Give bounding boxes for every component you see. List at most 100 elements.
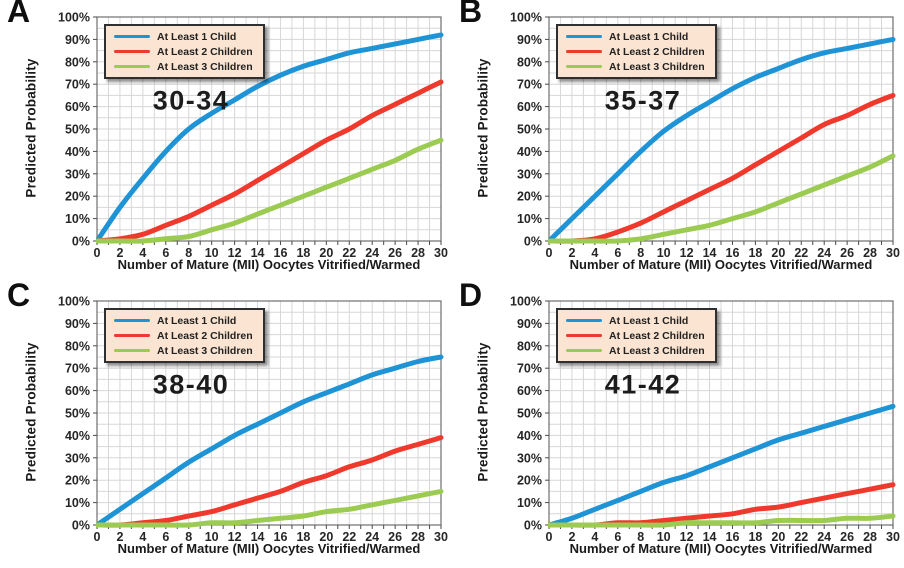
svg-text:60%: 60% (517, 100, 542, 114)
legend-line-icon (114, 64, 150, 69)
svg-text:90%: 90% (65, 317, 90, 331)
svg-text:0: 0 (546, 530, 553, 544)
legend-item: At Least 3 Children (114, 60, 253, 73)
svg-text:12: 12 (680, 246, 694, 260)
legend-label: At Least 3 Children (157, 344, 253, 357)
svg-text:14: 14 (251, 530, 265, 544)
axis-ticks (93, 300, 442, 529)
svg-text:10%: 10% (517, 496, 542, 510)
age-group-label-a: 30-34 (152, 85, 230, 116)
legend-item: At Least 2 Children (566, 45, 705, 58)
svg-text:100%: 100% (510, 11, 542, 25)
x-axis-title: Number of Mature (MII) Oocytes Vitrified… (117, 257, 421, 272)
series-lines (548, 36, 896, 244)
legend-item: At Least 3 Children (566, 60, 705, 73)
panel-d: D Predicted Probability 0% 10% 20% 30% 40% 50… (452, 277, 904, 568)
svg-text:4: 4 (139, 246, 146, 260)
svg-text:24: 24 (365, 246, 379, 260)
legend-label: At Least 1 Child (157, 314, 237, 327)
legend-line-icon (566, 34, 602, 39)
svg-text:14: 14 (251, 246, 265, 260)
svg-text:10: 10 (657, 246, 671, 260)
svg-text:6: 6 (614, 246, 621, 260)
legend-item: At Least 1 Child (114, 30, 253, 43)
legend-line-icon (566, 64, 602, 69)
tick-labels: 0%10%20%30%40%50%60%70%80%90%100%0 2 4 6 8 10… (510, 295, 900, 545)
svg-text:14: 14 (703, 246, 717, 260)
svg-text:28: 28 (411, 246, 425, 260)
plot-area-b: 0%10%20%30%40%50%60%70%80%90%100%0 2 4 6 8 10… (510, 11, 900, 261)
svg-text:0%: 0% (72, 235, 90, 249)
svg-text:18: 18 (296, 246, 310, 260)
svg-text:70%: 70% (65, 362, 90, 376)
line-at-least-3-children (548, 513, 896, 528)
svg-text:6: 6 (162, 246, 169, 260)
legend-line-icon (566, 318, 602, 323)
legend-line-icon (114, 318, 150, 323)
svg-text:6: 6 (614, 530, 621, 544)
svg-text:0%: 0% (524, 235, 542, 249)
svg-text:8: 8 (637, 530, 644, 544)
svg-text:22: 22 (342, 246, 356, 260)
svg-text:26: 26 (840, 530, 854, 544)
svg-text:18: 18 (296, 530, 310, 544)
svg-text:12: 12 (228, 246, 242, 260)
line-at-least-2-children (96, 435, 444, 528)
svg-text:10: 10 (205, 246, 219, 260)
legend-line-icon (566, 333, 602, 338)
legend-b: At Least 1 Child At Least 2 Children At … (556, 24, 717, 79)
svg-text:50%: 50% (65, 407, 90, 421)
panel-b: B Predicted Probability 0% 10% 20% 30% 40% 50… (452, 0, 904, 284)
age-group-label-d: 41-42 (604, 369, 682, 400)
svg-text:40%: 40% (517, 429, 542, 443)
svg-text:50%: 50% (517, 407, 542, 421)
svg-text:40%: 40% (517, 145, 542, 159)
svg-text:2: 2 (568, 530, 575, 544)
panel-letter-a: A (7, 0, 31, 29)
svg-text:0: 0 (94, 530, 101, 544)
line-at-least-2-children (548, 92, 896, 244)
plot-area-c: 0%10%20%30%40%50%60%70%80%90%100%0 2 4 6 8 10… (58, 295, 448, 545)
tick-labels: 0%10%20%30%40%50%60%70%80%90%100%0 2 4 6 8 10… (58, 295, 448, 545)
legend-line-icon (114, 34, 150, 39)
svg-text:100%: 100% (510, 295, 542, 309)
legend-item: At Least 3 Children (114, 344, 253, 357)
svg-text:30: 30 (886, 530, 900, 544)
svg-text:2: 2 (568, 246, 575, 260)
svg-text:24: 24 (817, 246, 831, 260)
line-at-least-1-child (548, 403, 896, 528)
legend-label: At Least 2 Children (157, 329, 253, 342)
svg-text:0%: 0% (72, 519, 90, 533)
svg-text:22: 22 (342, 530, 356, 544)
legend-label: At Least 1 Child (609, 30, 689, 43)
legend-label: At Least 1 Child (609, 314, 689, 327)
svg-text:0: 0 (94, 246, 101, 260)
svg-text:2: 2 (116, 530, 123, 544)
plot-area-a: 0%10%20%30%40%50%60%70%80%90%100%0 2 4 6 8 10… (58, 11, 448, 261)
svg-text:60%: 60% (65, 384, 90, 398)
svg-text:20%: 20% (517, 474, 542, 488)
svg-text:18: 18 (748, 530, 762, 544)
series-lines (96, 32, 444, 244)
legend-item: At Least 1 Child (114, 314, 253, 327)
svg-text:28: 28 (863, 530, 877, 544)
svg-text:16: 16 (274, 530, 288, 544)
panel-letter-c: C (7, 277, 31, 313)
svg-text:28: 28 (411, 530, 425, 544)
line-at-least-3-children (548, 153, 896, 244)
svg-text:8: 8 (185, 246, 192, 260)
svg-text:26: 26 (388, 530, 402, 544)
series-lines (96, 354, 444, 528)
svg-text:40%: 40% (65, 429, 90, 443)
svg-text:80%: 80% (517, 55, 542, 69)
svg-text:70%: 70% (65, 78, 90, 92)
svg-text:90%: 90% (65, 33, 90, 47)
legend-item: At Least 1 Child (566, 314, 705, 327)
svg-text:30: 30 (886, 246, 900, 260)
panel-c: C Predicted Probability 0% 10% 20% 30% 40% 50… (0, 277, 452, 568)
svg-text:90%: 90% (517, 33, 542, 47)
svg-text:80%: 80% (65, 339, 90, 353)
legend-label: At Least 2 Children (157, 45, 253, 58)
svg-text:8: 8 (637, 246, 644, 260)
legend-label: At Least 1 Child (157, 30, 237, 43)
